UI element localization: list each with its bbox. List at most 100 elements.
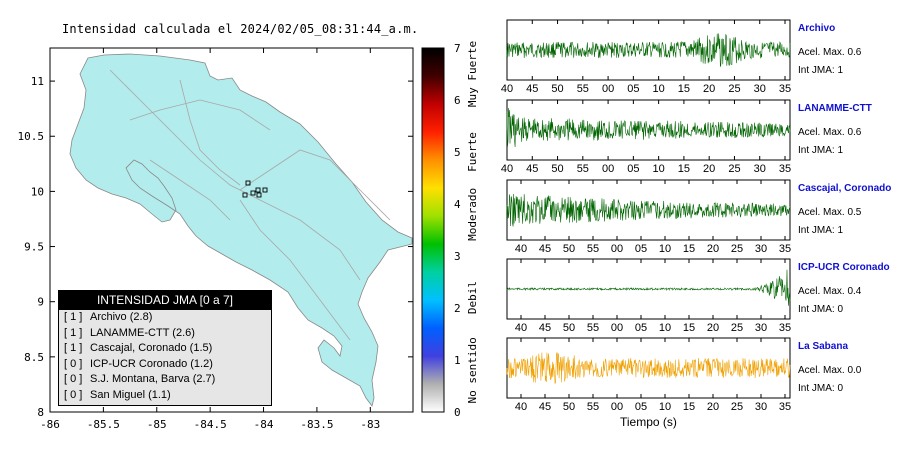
seismogram-tick-label: 40 bbox=[501, 163, 513, 175]
map-x-tick-label: -83.5 bbox=[300, 418, 333, 431]
seismogram-tick-label: 20 bbox=[703, 83, 715, 95]
seismogram-tick-label: 45 bbox=[526, 83, 538, 95]
colorbar-tick-label: 7 bbox=[454, 42, 461, 55]
seismogram-tick-label: 50 bbox=[563, 322, 575, 334]
trace-int-jma: Int JMA: 1 bbox=[798, 145, 844, 156]
seismogram-tick-label: 15 bbox=[678, 83, 690, 95]
seismogram-tick-label: 00 bbox=[611, 243, 623, 255]
seismogram-panels: 40 45 50 55 00 05 10 15 20 25 30 35 40 45 50 55 00 05 10 15… bbox=[501, 19, 791, 413]
seismogram-tick-label: 10 bbox=[659, 322, 671, 334]
seismogram-tick-label: 05 bbox=[635, 243, 647, 255]
legend-station-text: S.J. Montana, Barva (2.7) bbox=[90, 373, 216, 385]
legend-station-text: San Miguel (1.1) bbox=[90, 388, 171, 401]
seismogram-tick-label: 40 bbox=[515, 401, 527, 413]
map-y-tick-label: 11 bbox=[31, 75, 44, 88]
trace-int-jma: Int JMA: 1 bbox=[798, 225, 844, 236]
seismogram-tick-label: 55 bbox=[587, 401, 599, 413]
legend-row: [ 0 ] ICP-UCR Coronado (1.2) bbox=[59, 357, 271, 373]
seismogram-tick-label: 25 bbox=[731, 243, 743, 255]
seismogram-tick-label: 15 bbox=[683, 243, 695, 255]
trace-acel-max: Acel. Max. 0.5 bbox=[798, 207, 862, 218]
seismogram-tick-label: 20 bbox=[703, 163, 715, 175]
colorbar bbox=[421, 47, 445, 413]
seismogram-tick-label: 25 bbox=[731, 401, 743, 413]
seismogram-trace bbox=[506, 107, 791, 148]
x-axis-label: Tiempo (s) bbox=[620, 415, 677, 429]
seismogram-tick-label: 35 bbox=[779, 163, 791, 175]
seismogram-tick-label: 15 bbox=[683, 322, 695, 334]
seismogram-tick-label: 30 bbox=[755, 243, 767, 255]
seismogram-tick-label: 55 bbox=[577, 163, 589, 175]
map-y-tick-label: 10.5 bbox=[18, 130, 45, 143]
colorbar-tick-label: 2 bbox=[454, 302, 461, 315]
trace-acel-max: Acel. Max. 0.6 bbox=[798, 47, 862, 58]
colorbar-category-label: Moderado bbox=[466, 188, 479, 241]
map-title: Intensidad calculada el 2024/02/05_08:31… bbox=[62, 22, 419, 36]
seismogram-tick-label: 35 bbox=[779, 83, 791, 95]
seismogram-tick-label: 25 bbox=[731, 322, 743, 334]
map-y-tick-label: 10 bbox=[31, 185, 44, 198]
legend-jma-value: [ 0 ] bbox=[64, 373, 83, 385]
map-roads bbox=[109, 69, 391, 341]
seismogram-tick-label: 05 bbox=[627, 163, 639, 175]
seismogram-tick-label: 35 bbox=[779, 322, 791, 334]
seismogram-tick-label: 55 bbox=[577, 83, 589, 95]
colorbar-tick-label: 4 bbox=[454, 198, 461, 211]
map-x-tick-label: -84.5 bbox=[194, 418, 227, 431]
seismogram-tick-label: 40 bbox=[501, 83, 513, 95]
seismogram-tick-label: 45 bbox=[526, 163, 538, 175]
seismogram-tick-label: 55 bbox=[587, 243, 599, 255]
legend-row: [ 1 ] Cascajal, Coronado (1.5) bbox=[59, 341, 271, 357]
seismogram-tick-label: 40 bbox=[515, 243, 527, 255]
seismogram-tick-label: 30 bbox=[754, 163, 766, 175]
seismogram-tick-label: 05 bbox=[635, 322, 647, 334]
seismogram-tick-label: 05 bbox=[627, 83, 639, 95]
seismogram-panel: 40 45 50 55 00 05 10 15 20 25 30 35 bbox=[501, 19, 791, 95]
intensity-legend: INTENSIDAD JMA [0 a 7] [ 1 ] Archivo (2.8… bbox=[58, 290, 272, 406]
seismogram-tick-label: 00 bbox=[611, 322, 623, 334]
seismogram-trace bbox=[506, 33, 791, 68]
trace-station-name: Cascajal, Coronado bbox=[798, 183, 892, 194]
seismogram-tick-label: 30 bbox=[755, 401, 767, 413]
seismogram-tick-label: 40 bbox=[515, 322, 527, 334]
map-y-tick-label: 8.5 bbox=[24, 351, 44, 364]
legend-jma-value: [ 1 ] bbox=[64, 311, 83, 323]
seismogram-tick-label: 10 bbox=[659, 401, 671, 413]
seismogram-tick-label: 15 bbox=[678, 163, 690, 175]
trace-station-name: La Sabana bbox=[798, 341, 849, 352]
seismogram-tick-label: 45 bbox=[539, 322, 551, 334]
legend-station-text: LANAMME-CTT (2.6) bbox=[90, 326, 195, 339]
seismogram-trace bbox=[506, 193, 791, 227]
trace-station-name: Archivo bbox=[798, 23, 836, 34]
legend-jma-value: [ 0 ] bbox=[64, 357, 83, 370]
seismogram-trace bbox=[506, 352, 791, 384]
colorbar-ticks: 7 6 5 4 3 2 1 0 bbox=[454, 42, 461, 419]
seismogram-tick-label: 20 bbox=[707, 401, 719, 413]
seismogram-tick-label: 55 bbox=[587, 322, 599, 334]
colorbar-category-label: No sentido bbox=[466, 337, 479, 403]
trace-station-name: LANAMME-CTT bbox=[798, 103, 872, 114]
legend-row: [ 0 ] S.J. Montana, Barva (2.7) bbox=[59, 372, 271, 388]
seismogram-tick-label: 30 bbox=[754, 83, 766, 95]
map-x-tick-label: -86 bbox=[40, 418, 60, 431]
seismogram-tick-label: 50 bbox=[551, 83, 563, 95]
legend-station-text: ICP-UCR Coronado (1.2) bbox=[90, 357, 213, 370]
legend-row: [ 1 ] Archivo (2.8) bbox=[59, 310, 271, 326]
legend-row: [ 1 ] LANAMME-CTT (2.6) bbox=[59, 326, 271, 342]
map-x-tick-label: -83 bbox=[360, 418, 380, 431]
seismogram-tick-label: 50 bbox=[563, 243, 575, 255]
seismogram-tick-label: 25 bbox=[728, 163, 740, 175]
colorbar-tick-label: 6 bbox=[454, 94, 461, 107]
colorbar-tick-label: 0 bbox=[454, 406, 461, 419]
legend-jma-value: [ 1 ] bbox=[64, 326, 83, 339]
trace-acel-max: Acel. Max. 0.4 bbox=[798, 286, 862, 297]
map-x-tick-label: -85.5 bbox=[87, 418, 120, 431]
trace-station-name: ICP-UCR Coronado bbox=[798, 262, 890, 273]
trace-int-jma: Int JMA: 0 bbox=[798, 304, 844, 315]
legend-jma-value: [ 0 ] bbox=[64, 388, 83, 401]
seismogram-tick-label: 10 bbox=[653, 83, 665, 95]
trace-acel-max: Acel. Max. 0.6 bbox=[798, 127, 862, 138]
colorbar-category-label: Muy Fuerte bbox=[466, 41, 479, 107]
seismogram-panel: 40 45 50 55 00 05 10 15 20 25 30 35 bbox=[506, 258, 791, 334]
colorbar-tick-label: 3 bbox=[454, 250, 461, 263]
